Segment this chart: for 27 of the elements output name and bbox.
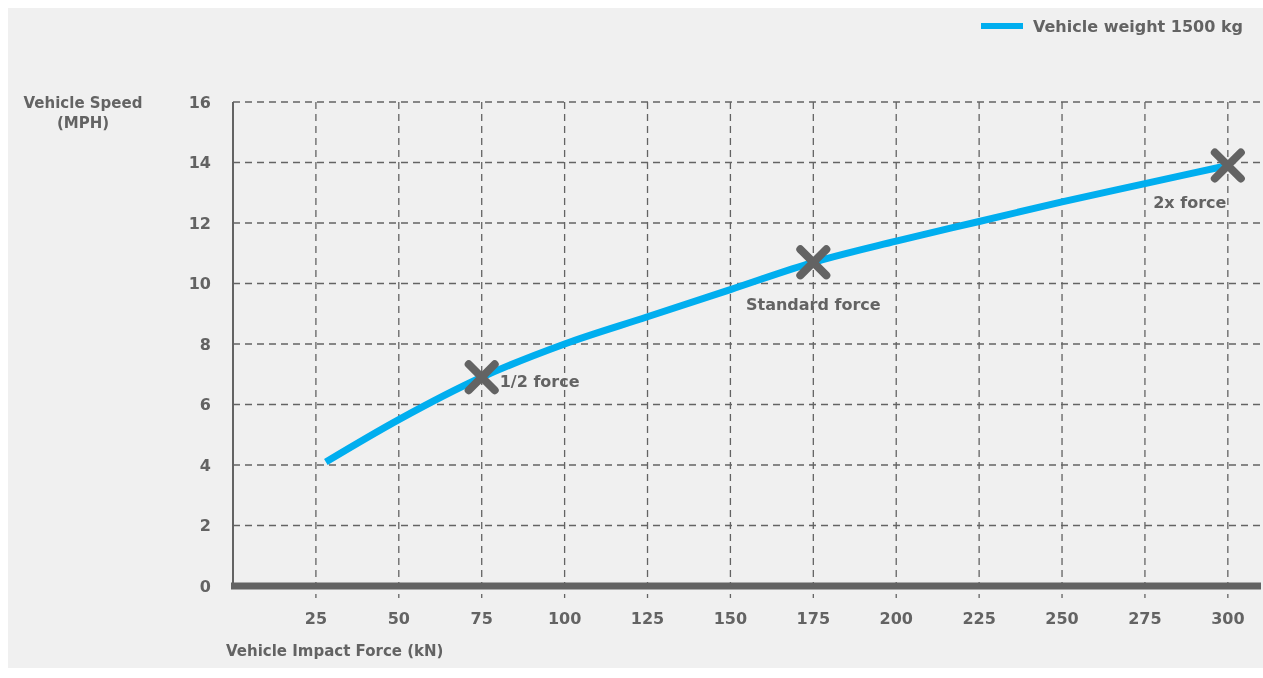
x-tick-label: 100 bbox=[547, 609, 582, 628]
y-tick-label: 0 bbox=[199, 576, 211, 596]
annotation: Standard force bbox=[745, 295, 881, 315]
x-tick-label: 175 bbox=[796, 609, 831, 628]
x-tick-label: 75 bbox=[470, 609, 493, 628]
x-axis-title: Vehicle Impact Force (kN) bbox=[226, 642, 444, 660]
x-tick-label: 200 bbox=[879, 609, 913, 628]
y-tick-label: 10 bbox=[188, 274, 211, 294]
x-tick-label: 25 bbox=[304, 609, 328, 628]
x-tick-label: 300 bbox=[1211, 609, 1245, 628]
y-tick-label: 2 bbox=[199, 516, 211, 536]
y-tick-label: 8 bbox=[199, 334, 211, 354]
x-tick-label: 150 bbox=[713, 609, 748, 628]
x-tick-label: 50 bbox=[387, 609, 410, 628]
y-axis-title: Vehicle Speed (MPH) bbox=[23, 94, 143, 132]
y-tick-label: 14 bbox=[188, 153, 211, 173]
legend-label: Vehicle weight 1500 kg bbox=[1033, 16, 1243, 36]
y-tick-label: 12 bbox=[188, 213, 211, 233]
x-tick-label: 125 bbox=[630, 609, 665, 628]
x-tick-label: 275 bbox=[1128, 609, 1162, 628]
annotation: 2x force bbox=[1153, 192, 1227, 212]
y-tick-label: 16 bbox=[188, 92, 211, 112]
x-tick-label: 225 bbox=[962, 609, 996, 628]
y-tick-label: 4 bbox=[199, 455, 211, 475]
y-tick-label: 6 bbox=[199, 395, 211, 415]
annotation: 1/2 force bbox=[499, 372, 580, 392]
x-tick-label: 250 bbox=[1045, 609, 1079, 628]
